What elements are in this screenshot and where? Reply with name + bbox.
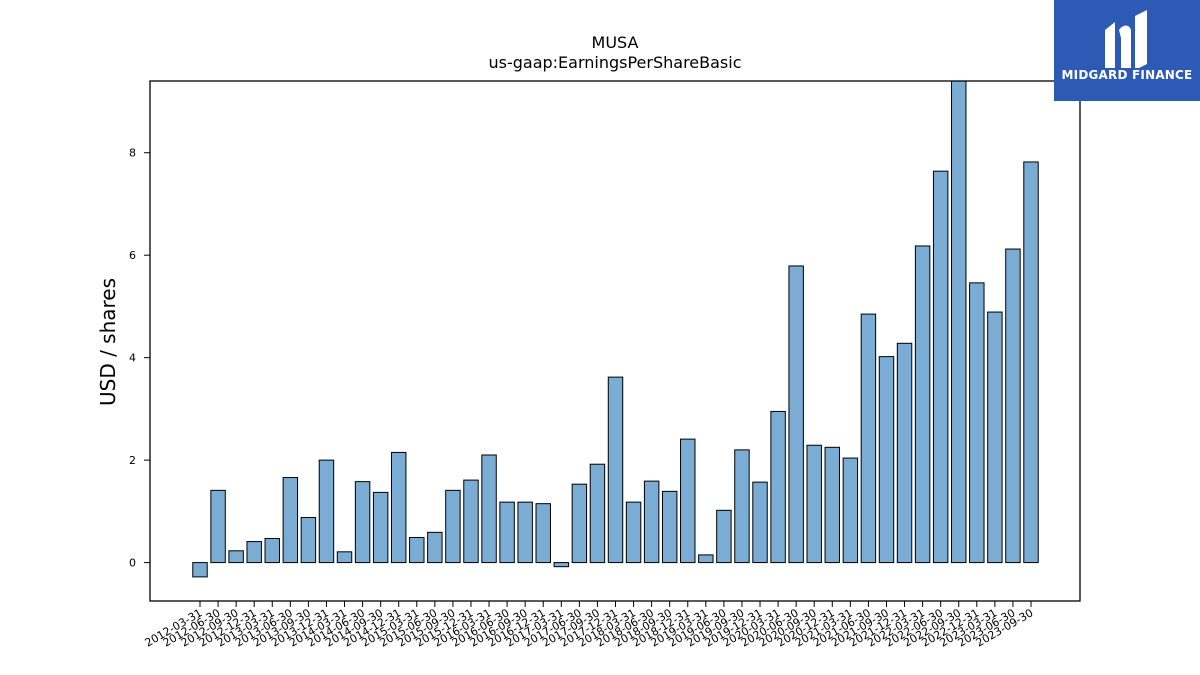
bar-2019-03-31 bbox=[698, 554, 714, 564]
bar-2017-03-31 bbox=[553, 562, 570, 568]
bar-2017-06-30 bbox=[571, 483, 588, 564]
bar-2012-06-30 bbox=[210, 489, 226, 564]
bar-2023-06-30 bbox=[1005, 248, 1021, 564]
bar-2015-06-30 bbox=[427, 531, 443, 564]
chart-subtitle: us-gaap:EarningsPerShareBasic bbox=[488, 53, 741, 72]
bar-2015-12-31 bbox=[463, 479, 479, 564]
bar-2016-03-31 bbox=[481, 454, 497, 564]
bar-2019-06-30 bbox=[716, 509, 732, 564]
bar-2014-03-31 bbox=[336, 551, 353, 564]
y-tick-label: 4 bbox=[129, 352, 136, 365]
bar-2016-06-30 bbox=[499, 501, 515, 564]
bar-2018-09-30 bbox=[661, 490, 678, 564]
bar-2014-09-30 bbox=[372, 491, 389, 564]
bar-2017-12-31 bbox=[607, 376, 624, 564]
bar-2021-03-31 bbox=[842, 457, 859, 564]
bar-2020-03-31 bbox=[770, 410, 786, 564]
bar-2013-03-31 bbox=[264, 537, 280, 564]
bar-2020-12-31 bbox=[824, 446, 841, 564]
bar-2018-03-31 bbox=[625, 501, 642, 564]
midgard-logo-icon bbox=[1105, 10, 1147, 68]
bar-2018-12-31 bbox=[680, 438, 696, 564]
bar-2019-12-31 bbox=[752, 481, 768, 564]
bar-2014-06-30 bbox=[354, 481, 371, 564]
bar-2013-06-30 bbox=[282, 477, 299, 564]
bar-2021-12-31 bbox=[896, 342, 913, 564]
bar-2021-06-30 bbox=[860, 313, 877, 564]
bar-2018-06-30 bbox=[643, 480, 660, 564]
bar-2021-09-30 bbox=[878, 356, 895, 564]
bar-2022-12-31 bbox=[969, 282, 985, 564]
y-tick-label: 2 bbox=[129, 454, 136, 467]
bar-2015-09-30 bbox=[445, 489, 461, 564]
bar-2012-03-31 bbox=[192, 562, 208, 578]
bar-2020-09-30 bbox=[806, 444, 822, 564]
bar-2016-09-30 bbox=[517, 501, 533, 564]
chart-title: MUSA bbox=[592, 33, 639, 52]
bar-2016-12-31 bbox=[535, 503, 551, 564]
bar-2014-12-31 bbox=[390, 451, 407, 564]
bar-2022-03-31 bbox=[914, 245, 931, 564]
bar-2012-12-31 bbox=[246, 541, 262, 564]
plot-area: 024682012-03-312012-06-302012-09-302012-… bbox=[129, 80, 1081, 650]
bar-2013-12-31 bbox=[318, 459, 335, 564]
bar-2023-09-30 bbox=[1023, 161, 1039, 564]
bar-2017-09-30 bbox=[589, 463, 606, 564]
bar-2015-03-31 bbox=[409, 536, 425, 564]
bar-2022-09-30 bbox=[951, 81, 967, 564]
y-tick-label: 0 bbox=[129, 557, 136, 570]
bar-2020-06-30 bbox=[788, 265, 804, 564]
brand-logo: MIDGARD FINANCE bbox=[1054, 0, 1200, 101]
y-tick-label: 6 bbox=[129, 249, 136, 262]
bar-2019-09-30 bbox=[734, 449, 750, 564]
y-axis-label: USD / shares bbox=[96, 278, 120, 406]
y-tick-label: 8 bbox=[129, 147, 136, 160]
bar-2023-03-31 bbox=[987, 311, 1003, 564]
brand-name: MIDGARD FINANCE bbox=[1061, 68, 1193, 82]
bar-2013-09-30 bbox=[300, 516, 317, 564]
bar-2022-06-30 bbox=[932, 170, 949, 564]
bar-2012-09-30 bbox=[228, 550, 244, 564]
bars bbox=[192, 81, 1039, 578]
